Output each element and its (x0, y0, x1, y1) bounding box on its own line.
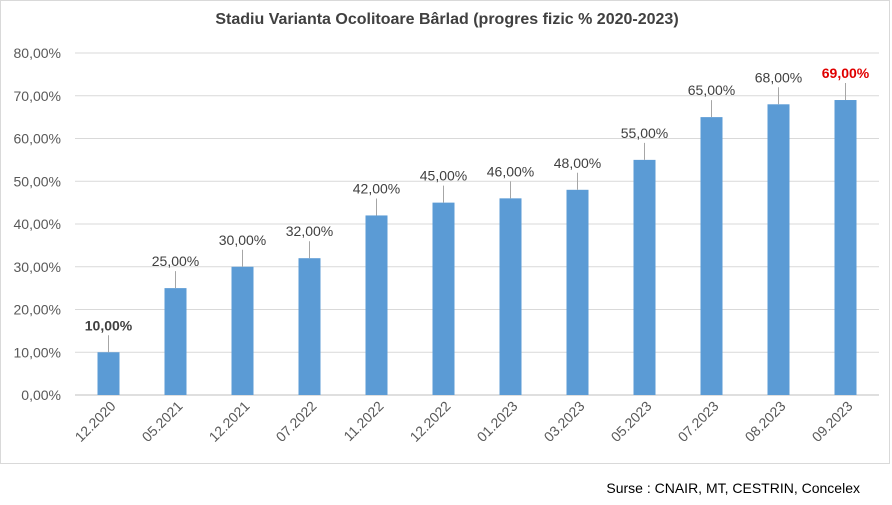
y-tick-label: 40,00% (14, 216, 61, 232)
y-tick-label: 10,00% (14, 344, 61, 360)
y-tick-label: 20,00% (14, 302, 61, 318)
data-label: 30,00% (219, 232, 266, 248)
y-tick-label: 80,00% (14, 45, 61, 61)
y-tick-label: 70,00% (14, 88, 61, 104)
bar (633, 159, 656, 395)
x-tick-label: 05.2021 (139, 398, 186, 445)
data-label: 69,00% (822, 65, 870, 81)
bar (231, 266, 254, 395)
x-tick-label: 12.2022 (407, 398, 454, 445)
bar (298, 258, 321, 395)
y-tick-label: 60,00% (14, 131, 61, 147)
y-tick-label: 50,00% (14, 173, 61, 189)
data-label: 42,00% (353, 180, 400, 196)
x-tick-label: 12.2021 (206, 398, 253, 445)
data-label: 46,00% (487, 163, 534, 179)
bar (365, 215, 388, 395)
data-label: 45,00% (420, 168, 467, 184)
bar-chart-plot: 0,00% 10,00% 20,00% 30,00% 40,00% 50,00% 60,00… (14, 45, 879, 445)
chart-area: Stadiu Varianta Ocolitoare Bârlad (progr… (0, 0, 890, 464)
source-note: Surse : CNAIR, MT, CESTRIN, Concelex (606, 480, 860, 496)
x-tick-label: 07.2023 (675, 398, 722, 445)
data-label: 10,00% (85, 317, 133, 333)
chart-title: Stadiu Varianta Ocolitoare Bârlad (progr… (215, 11, 679, 28)
data-label: 65,00% (688, 82, 735, 98)
data-label: 25,00% (152, 253, 199, 269)
x-tick-label: 08.2023 (742, 398, 789, 445)
bar (164, 288, 187, 395)
y-tick-label: 0,00% (21, 387, 61, 403)
data-label: 32,00% (286, 223, 333, 239)
bar (700, 117, 723, 395)
data-label: 68,00% (755, 69, 802, 85)
x-tick-label: 05.2023 (608, 398, 655, 445)
x-tick-label: 01.2023 (474, 398, 521, 445)
bar (566, 189, 589, 395)
bar (499, 198, 522, 395)
x-tick-label: 09.2023 (809, 398, 856, 445)
x-tick-label: 12.2020 (72, 398, 119, 445)
bar (767, 104, 790, 396)
y-tick-label: 30,00% (14, 259, 61, 275)
data-label: 48,00% (554, 155, 601, 171)
x-tick-label: 11.2022 (340, 398, 387, 445)
bar (432, 202, 455, 395)
data-label: 55,00% (621, 125, 668, 141)
x-tick-label: 07.2022 (273, 398, 320, 445)
bar (97, 352, 120, 395)
x-tick-label: 03.2023 (541, 398, 588, 445)
bar (834, 100, 857, 396)
